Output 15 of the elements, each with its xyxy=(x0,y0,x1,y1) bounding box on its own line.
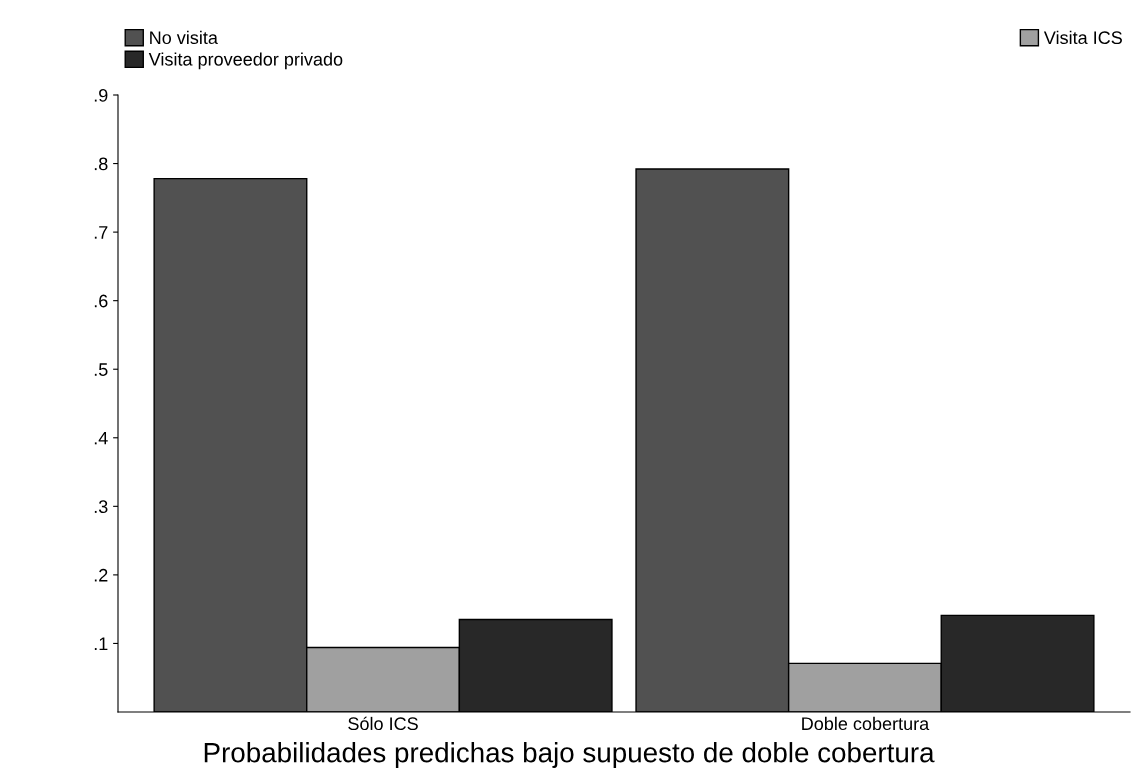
y-tick-label: .3 xyxy=(94,500,108,514)
legend-label: Visita ICS xyxy=(1043,30,1122,45)
y-tick-label: .1 xyxy=(94,637,108,650)
y-tick-label: .4 xyxy=(94,431,108,445)
y-tick-label: .7 xyxy=(94,226,108,239)
text: Probabilidades predichas bajo supuesto de doble cobertura xyxy=(204,742,935,768)
x-tick-label: Doble cobertura xyxy=(802,716,930,731)
y-tick-label: .6 xyxy=(94,294,108,308)
y-tick-label: .8 xyxy=(94,157,108,171)
x-tick-label: Sólo ICS xyxy=(348,716,418,731)
y-tick-label: .2 xyxy=(94,568,108,582)
legend-label: No visita xyxy=(150,30,218,45)
y-tick-label: .9 xyxy=(94,88,108,102)
y-tick-label: .5 xyxy=(94,363,108,376)
legend-label: Visita proveedor privado xyxy=(148,52,343,70)
